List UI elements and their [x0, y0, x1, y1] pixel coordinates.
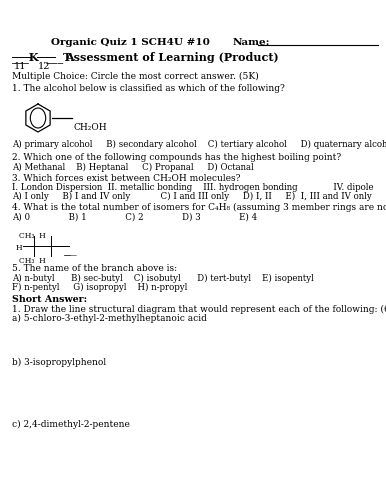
Text: ——: —— — [64, 251, 78, 259]
Text: A) n-butyl      B) sec-butyl    C) isobutyl      D) tert-butyl    E) isopentyl: A) n-butyl B) sec-butyl C) isobutyl D) t… — [12, 274, 314, 283]
Text: 4. What is the total number of isomers for C₄H₈ (assuming 3 member rings are not: 4. What is the total number of isomers f… — [12, 203, 386, 212]
Text: A) primary alcohol     B) secondary alcohol    C) tertiary alcohol     D) quater: A) primary alcohol B) secondary alcohol … — [12, 140, 386, 149]
Text: Name:: Name: — [233, 38, 271, 47]
Text: A) 0              B) 1              C) 2              D) 3              E) 4: A) 0 B) 1 C) 2 D) 3 E) 4 — [12, 213, 257, 222]
Text: CH₂OH: CH₂OH — [73, 123, 107, 132]
Text: CH₃  H: CH₃ H — [19, 232, 46, 240]
Text: 3. Which forces exist between CH₂OH molecules?: 3. Which forces exist between CH₂OH mole… — [12, 174, 240, 183]
Text: a) 5-chloro-3-ethyl-2-methylheptanoic acid: a) 5-chloro-3-ethyl-2-methylheptanoic ac… — [12, 314, 207, 323]
Text: CH₃  H: CH₃ H — [19, 257, 46, 265]
Text: H: H — [16, 244, 23, 252]
Text: 1. Draw the line structural diagram that would represent each of the following: : 1. Draw the line structural diagram that… — [12, 305, 386, 314]
Text: —: — — [59, 251, 71, 259]
Text: 1. The alcohol below is classified as which of the following?: 1. The alcohol below is classified as wh… — [12, 84, 285, 93]
Text: Organic Quiz 1 SCH4U #10: Organic Quiz 1 SCH4U #10 — [51, 38, 210, 47]
Text: c) 2,4-dimethyl-2-pentene: c) 2,4-dimethyl-2-pentene — [12, 420, 130, 429]
Text: 5. The name of the branch above is:: 5. The name of the branch above is: — [12, 264, 177, 273]
Text: Assessment of Learning (Product): Assessment of Learning (Product) — [65, 52, 279, 63]
Text: 12: 12 — [38, 62, 51, 71]
Text: A) I only     B) I and IV only           C) I and III only     D) I, II     E)  : A) I only B) I and IV only C) I and III … — [12, 192, 372, 201]
Text: b) 3-isopropylphenol: b) 3-isopropylphenol — [12, 358, 106, 367]
Text: ___K  ___T: ___K ___T — [12, 52, 71, 63]
Text: 2. Which one of the following compounds has the highest boiling point?: 2. Which one of the following compounds … — [12, 153, 341, 162]
Text: I. London Dispersion  II. metallic bonding    III. hydrogen bonding             : I. London Dispersion II. metallic bondin… — [12, 183, 374, 192]
Text: Short Answer:: Short Answer: — [12, 295, 87, 304]
Text: A) Methanal    B) Heptanal     C) Propanal     D) Octanal: A) Methanal B) Heptanal C) Propanal D) O… — [12, 163, 254, 172]
Text: F) n-pentyl     G) isopropyl    H) n-propyl: F) n-pentyl G) isopropyl H) n-propyl — [12, 283, 187, 292]
Text: 11: 11 — [14, 62, 27, 71]
Text: Multiple Choice: Circle the most correct answer. (5K): Multiple Choice: Circle the most correct… — [12, 72, 259, 81]
